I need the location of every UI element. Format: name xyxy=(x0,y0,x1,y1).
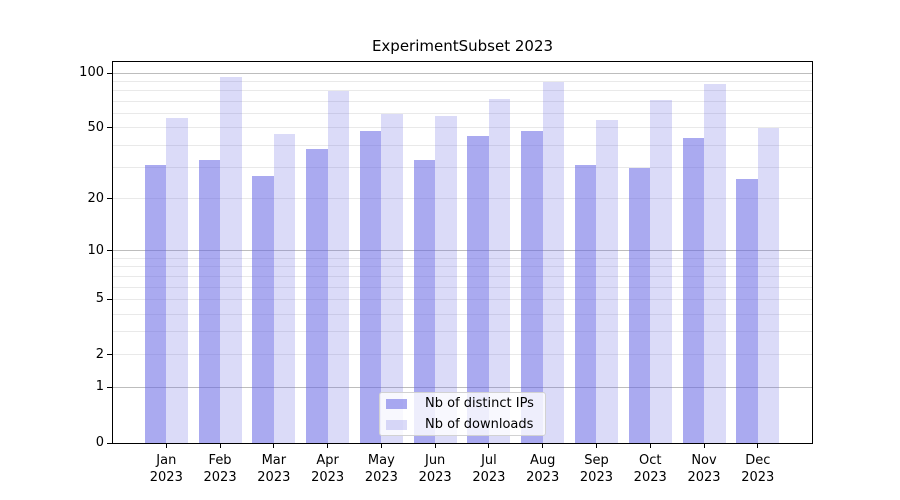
gridline-minor xyxy=(113,266,812,268)
legend-swatch-downloads-icon xyxy=(386,419,407,430)
x-tick-mark xyxy=(273,443,275,448)
bar-downloads-oct xyxy=(650,100,672,443)
bar-downloads-dec xyxy=(757,127,780,443)
x-tick-label: Dec 2023 xyxy=(741,453,775,485)
gridline-major xyxy=(113,386,812,388)
y-tick-label: 10 xyxy=(87,242,104,258)
gridline-major xyxy=(113,250,812,252)
bar-distinct-ips-apr xyxy=(306,149,328,443)
x-tick-mark xyxy=(488,443,490,448)
legend-swatch-distinct-ips-icon xyxy=(386,398,407,409)
x-tick-mark xyxy=(703,443,705,448)
chart-title: ExperimentSubset 2023 xyxy=(371,37,554,55)
y-tick-label: 2 xyxy=(95,346,104,362)
legend-item-distinct-ips: Nb of distinct IPs xyxy=(386,395,545,412)
legend: Nb of distinct IPs Nb of downloads xyxy=(379,392,546,436)
y-tick-mark xyxy=(107,354,112,356)
bar-downloads-jan xyxy=(166,117,188,443)
x-tick-mark xyxy=(595,443,597,448)
gridline-minor xyxy=(113,90,812,92)
y-tick-mark xyxy=(107,72,112,74)
gridline-minor xyxy=(113,167,812,169)
bar-downloads-nov xyxy=(704,84,726,443)
plot-area xyxy=(112,61,813,444)
x-tick-mark xyxy=(327,443,329,448)
x-tick-label: Nov 2023 xyxy=(687,453,721,485)
x-tick-mark xyxy=(380,443,382,448)
x-tick-mark xyxy=(434,443,436,448)
x-tick-label: Feb 2023 xyxy=(203,453,237,485)
bar-distinct-ips-mar xyxy=(252,175,274,443)
bar-downloads-aug xyxy=(542,82,565,443)
x-tick-label: May 2023 xyxy=(364,453,398,485)
y-tick-mark xyxy=(107,386,112,388)
y-tick-label: 5 xyxy=(95,291,104,307)
bar-distinct-ips-jul xyxy=(467,136,489,443)
bar-downloads-apr xyxy=(327,90,350,443)
x-tick-label: Jul 2023 xyxy=(472,453,506,485)
gridline-major xyxy=(113,72,812,74)
bar-distinct-ips-aug xyxy=(521,131,543,443)
x-tick-label: Apr 2023 xyxy=(311,453,345,485)
gridline-minor xyxy=(113,313,812,315)
bar-downloads-jul xyxy=(488,99,511,443)
x-tick-label: Jun 2023 xyxy=(418,453,452,485)
x-tick-mark xyxy=(165,443,167,448)
bar-distinct-ips-dec xyxy=(736,178,758,443)
x-tick-mark xyxy=(757,443,759,448)
bar-downloads-sep xyxy=(596,120,618,443)
y-tick-mark xyxy=(107,127,112,129)
x-tick-label: Oct 2023 xyxy=(633,453,667,485)
bar-distinct-ips-nov xyxy=(682,137,704,443)
legend-label-distinct-ips: Nb of distinct IPs xyxy=(425,396,534,411)
gridline-minor xyxy=(113,100,812,102)
bar-downloads-may xyxy=(381,113,403,443)
y-tick-mark xyxy=(107,198,112,200)
gridline-minor xyxy=(113,354,812,356)
y-tick-label: 0 xyxy=(95,435,104,450)
bar-downloads-jun xyxy=(435,116,457,443)
bar-downloads-feb xyxy=(220,77,242,443)
y-tick-label: 1 xyxy=(95,379,104,395)
bar-downloads-mar xyxy=(273,134,296,443)
y-tick-label: 100 xyxy=(79,65,104,81)
bar-distinct-ips-may xyxy=(359,131,382,443)
bar-distinct-ips-sep xyxy=(574,165,597,443)
y-tick-mark xyxy=(107,298,112,300)
bar-distinct-ips-feb xyxy=(198,160,221,443)
gridline-minor xyxy=(113,144,812,146)
x-tick-label: Sep 2023 xyxy=(579,453,613,485)
bar-distinct-ips-oct xyxy=(628,167,651,443)
x-tick-label: Jan 2023 xyxy=(149,453,183,485)
y-tick-mark xyxy=(107,442,112,444)
gridline-minor xyxy=(113,257,812,259)
gridline-minor xyxy=(113,80,812,82)
x-tick-label: Mar 2023 xyxy=(257,453,291,485)
y-tick-mark xyxy=(107,250,112,252)
y-tick-label: 20 xyxy=(87,190,104,206)
gridline-minor xyxy=(113,331,812,333)
x-tick-mark xyxy=(542,443,544,448)
x-tick-mark xyxy=(649,443,651,448)
gridline-minor xyxy=(113,198,812,200)
y-tick-label: 50 xyxy=(87,119,104,135)
gridline-minor xyxy=(113,275,812,277)
x-tick-label: Aug 2023 xyxy=(526,453,560,485)
gridline-minor xyxy=(113,113,812,114)
legend-item-downloads: Nb of downloads xyxy=(386,416,545,433)
bar-distinct-ips-jun xyxy=(413,160,436,443)
x-tick-mark xyxy=(219,443,221,448)
legend-label-downloads: Nb of downloads xyxy=(425,417,534,432)
bar-distinct-ips-jan xyxy=(144,165,167,443)
gridline-minor xyxy=(113,298,812,300)
gridline-minor xyxy=(113,127,812,129)
gridline-minor xyxy=(113,286,812,288)
